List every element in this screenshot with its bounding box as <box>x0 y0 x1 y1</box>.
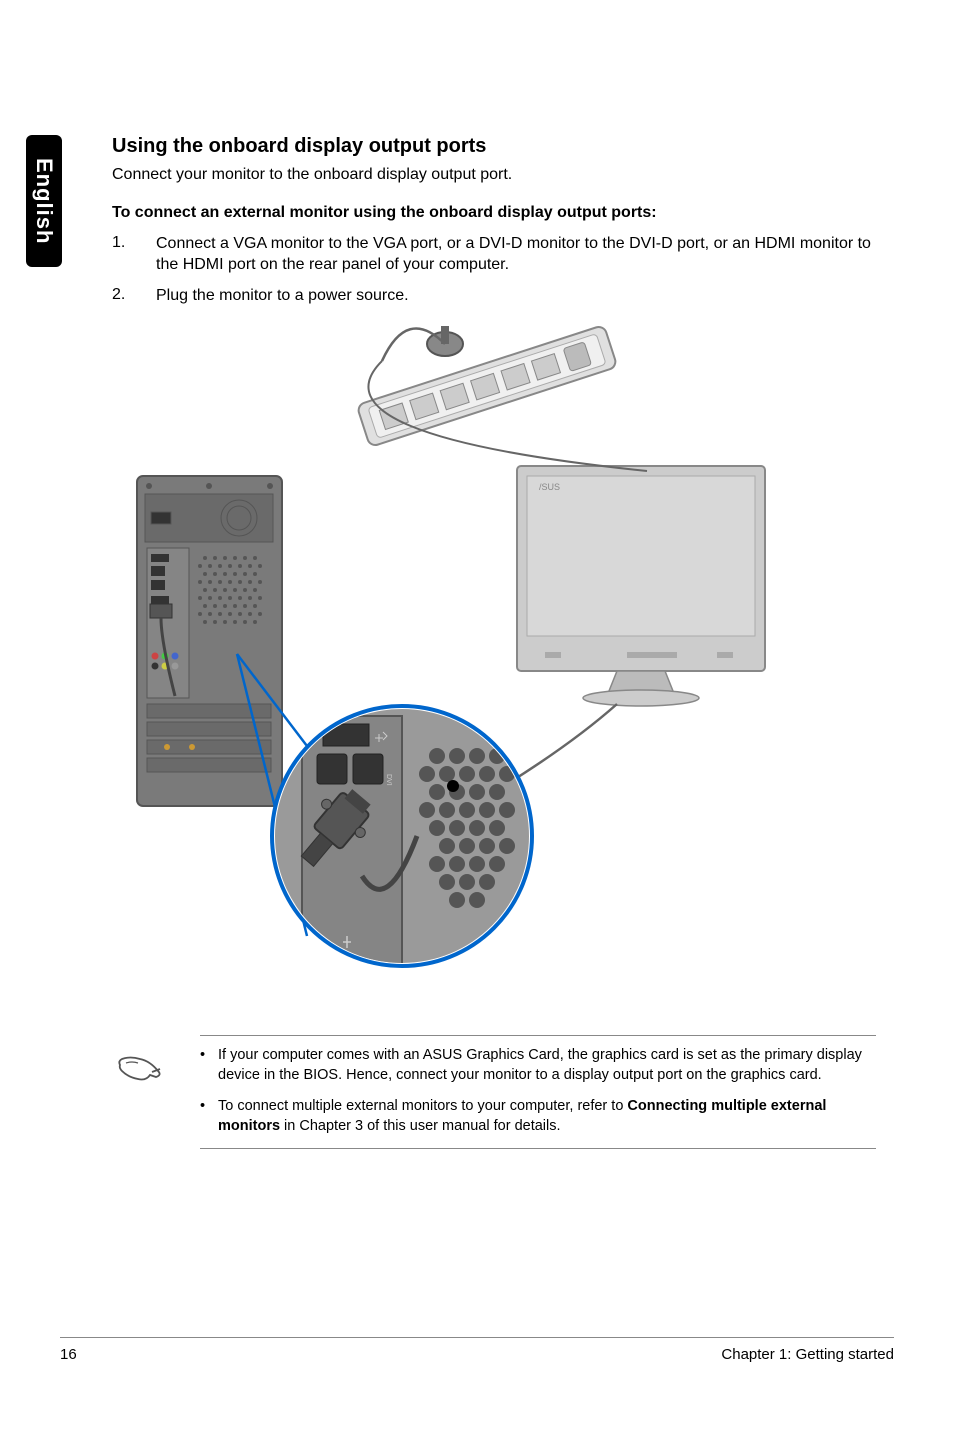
step-row: 1. Connect a VGA monitor to the VGA port… <box>112 234 882 276</box>
svg-text:/SUS: /SUS <box>539 482 560 492</box>
chapter-label: Chapter 1: Getting started <box>721 1346 894 1363</box>
note-item: • If your computer comes with an ASUS Gr… <box>200 1046 876 1085</box>
connection-illustration: /SUS <box>127 316 767 976</box>
note-section: • If your computer comes with an ASUS Gr… <box>112 1035 882 1149</box>
main-content: Using the onboard display output ports C… <box>112 135 882 976</box>
note-body: • If your computer comes with an ASUS Gr… <box>200 1046 876 1136</box>
step-number: 1. <box>112 234 156 276</box>
note-divider-top <box>200 1035 876 1036</box>
note-text: If your computer comes with an ASUS Grap… <box>218 1046 876 1085</box>
language-tab: English <box>26 135 62 267</box>
note-hand-icon <box>116 1053 164 1089</box>
page-number: 16 <box>60 1346 77 1363</box>
svg-text:DVI: DVI <box>385 774 392 786</box>
bullet-icon: • <box>200 1046 218 1085</box>
note-divider-bottom <box>200 1148 876 1149</box>
intro-text: Connect your monitor to the onboard disp… <box>112 166 882 184</box>
page-heading: Using the onboard display output ports <box>112 135 882 158</box>
note-text-after: in Chapter 3 of this user manual for det… <box>280 1118 560 1134</box>
step-text: Connect a VGA monitor to the VGA port, o… <box>156 234 882 276</box>
step-number: 2. <box>112 286 156 307</box>
instruction-subheading: To connect an external monitor using the… <box>112 204 882 222</box>
step-list: 1. Connect a VGA monitor to the VGA port… <box>112 234 882 306</box>
bullet-icon: • <box>200 1097 218 1136</box>
step-row: 2. Plug the monitor to a power source. <box>112 286 882 307</box>
language-label: English <box>31 158 57 244</box>
step-text: Plug the monitor to a power source. <box>156 286 409 307</box>
note-text: To connect multiple external monitors to… <box>218 1097 876 1136</box>
page-footer: 16 Chapter 1: Getting started <box>60 1337 894 1363</box>
note-text-before: To connect multiple external monitors to… <box>218 1098 627 1114</box>
note-item: • To connect multiple external monitors … <box>200 1097 876 1136</box>
